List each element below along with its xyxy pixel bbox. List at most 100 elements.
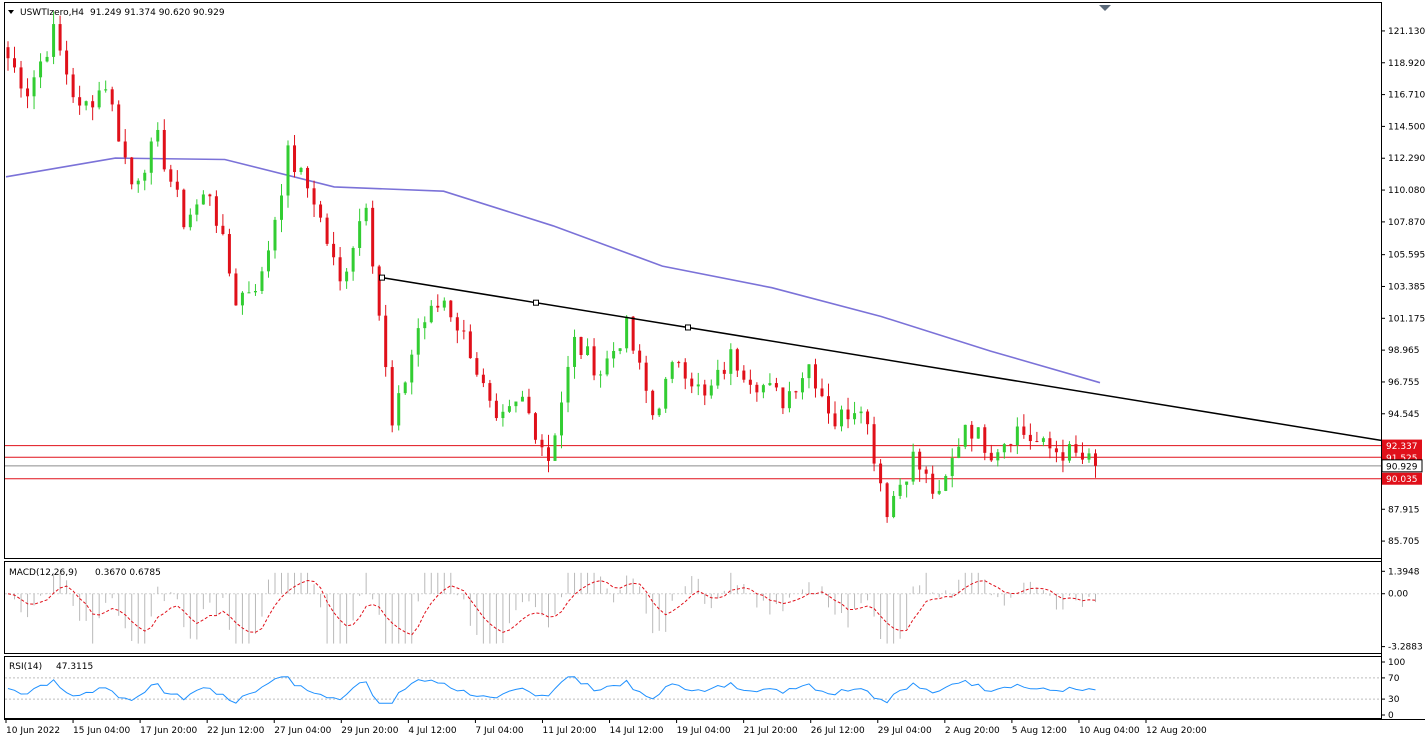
moving-average-line	[5, 157, 1101, 384]
candle-body	[1080, 452, 1084, 460]
candle-body	[709, 385, 713, 396]
macd-y-tick-label: 0.00	[1388, 590, 1408, 600]
candle-body	[931, 473, 935, 494]
candle-body	[182, 189, 186, 228]
candle-body	[1041, 438, 1045, 442]
candle-body	[1035, 441, 1039, 443]
candle-body	[1028, 434, 1032, 442]
candle-body	[592, 346, 596, 376]
rsi-y-tick-label: 0	[1388, 711, 1394, 721]
x-tick-label: 10 Aug 04:00	[1079, 726, 1140, 736]
candle-body	[820, 388, 824, 397]
x-tick-label: 29 Jul 04:00	[878, 726, 932, 736]
dropdown-triangle-icon[interactable]	[8, 10, 14, 14]
candle-body	[19, 67, 23, 89]
candle-body	[26, 88, 30, 97]
x-tick-label: 12 Aug 20:00	[1146, 726, 1207, 736]
y-tick-label: 116.710	[1388, 91, 1425, 101]
y-tick-label: 107.870	[1388, 218, 1425, 228]
candle-body	[1061, 452, 1065, 461]
candle-body	[449, 300, 453, 318]
candle-body	[468, 331, 472, 359]
candle-body	[188, 214, 192, 228]
y-tick-label: 96.755	[1388, 378, 1420, 388]
x-tick-label: 5 Aug 12:00	[1012, 726, 1067, 736]
candle-body	[45, 56, 49, 62]
candle-body	[91, 101, 95, 108]
x-tick-label: 27 Jun 04:00	[274, 726, 331, 736]
candle-body	[247, 292, 251, 294]
candle-body	[918, 451, 922, 470]
candle-body	[1002, 444, 1006, 453]
candle-body	[306, 167, 310, 189]
candle-body	[110, 89, 114, 105]
candle-body	[859, 411, 863, 414]
candle-body	[507, 406, 511, 412]
macd-y-tick-label: -3.2883	[1388, 643, 1423, 653]
candle-body	[924, 469, 928, 474]
candle-body	[442, 300, 446, 308]
candle-body	[39, 61, 43, 78]
candle-body	[853, 413, 857, 420]
candle-body	[123, 141, 127, 158]
y-tick-label: 94.545	[1388, 410, 1420, 420]
candle-body	[71, 74, 75, 98]
candle-body	[156, 129, 160, 142]
candle-body	[286, 145, 290, 196]
candle-body	[1054, 448, 1058, 453]
candle-body	[800, 378, 804, 393]
price-panel	[4, 2, 1382, 559]
candle-body	[1048, 438, 1052, 449]
candle-body	[755, 384, 759, 393]
candle-body	[201, 194, 205, 205]
shift-marker-icon[interactable]	[1099, 5, 1111, 11]
x-tick-label: 7 Jul 04:00	[475, 726, 524, 736]
candle-body	[696, 384, 700, 387]
candle-body	[690, 378, 694, 387]
candle-body	[273, 219, 277, 251]
candle-body	[351, 247, 355, 272]
candle-body	[774, 383, 778, 388]
trendline-anchor	[379, 274, 385, 281]
candle-body	[345, 271, 349, 282]
macd-panel	[4, 561, 1382, 654]
candle-body	[514, 401, 518, 407]
candle-body	[599, 374, 603, 376]
candle-body	[976, 427, 980, 439]
candle-body	[618, 348, 622, 351]
candle-body	[390, 367, 394, 426]
level-price-tag	[1382, 439, 1422, 452]
candle-body	[846, 409, 850, 420]
candle-body	[117, 104, 121, 142]
candle-body	[729, 349, 733, 374]
trendline-anchor	[533, 299, 539, 306]
candle-body	[1022, 426, 1026, 435]
candle-body	[293, 145, 297, 173]
x-tick-label: 14 Jul 12:00	[610, 726, 664, 736]
candle-body	[501, 411, 505, 419]
candle-body	[983, 427, 987, 453]
candle-body	[1067, 444, 1071, 461]
candle-body	[208, 194, 212, 197]
candle-body	[546, 447, 550, 461]
candle-body	[234, 273, 238, 306]
candle-body	[371, 207, 375, 267]
candle-body	[631, 316, 635, 351]
candle-body	[905, 481, 909, 485]
y-tick-label: 112.290	[1388, 154, 1425, 164]
candle-body	[703, 384, 707, 396]
candle-body	[813, 364, 817, 389]
candle-body	[221, 225, 225, 235]
candle-body	[32, 77, 36, 97]
y-tick-label: 85.705	[1388, 537, 1420, 547]
candle-body	[455, 317, 459, 331]
candle-body	[332, 243, 336, 258]
candle-body	[429, 305, 433, 323]
candle-body	[748, 379, 752, 385]
macd-values: 0.3670 0.6785	[95, 568, 161, 578]
y-tick-label: 110.080	[1388, 186, 1425, 196]
candle-body	[6, 47, 10, 59]
candle-body	[462, 330, 466, 332]
candle-body	[299, 167, 303, 173]
candle-body	[735, 349, 739, 371]
